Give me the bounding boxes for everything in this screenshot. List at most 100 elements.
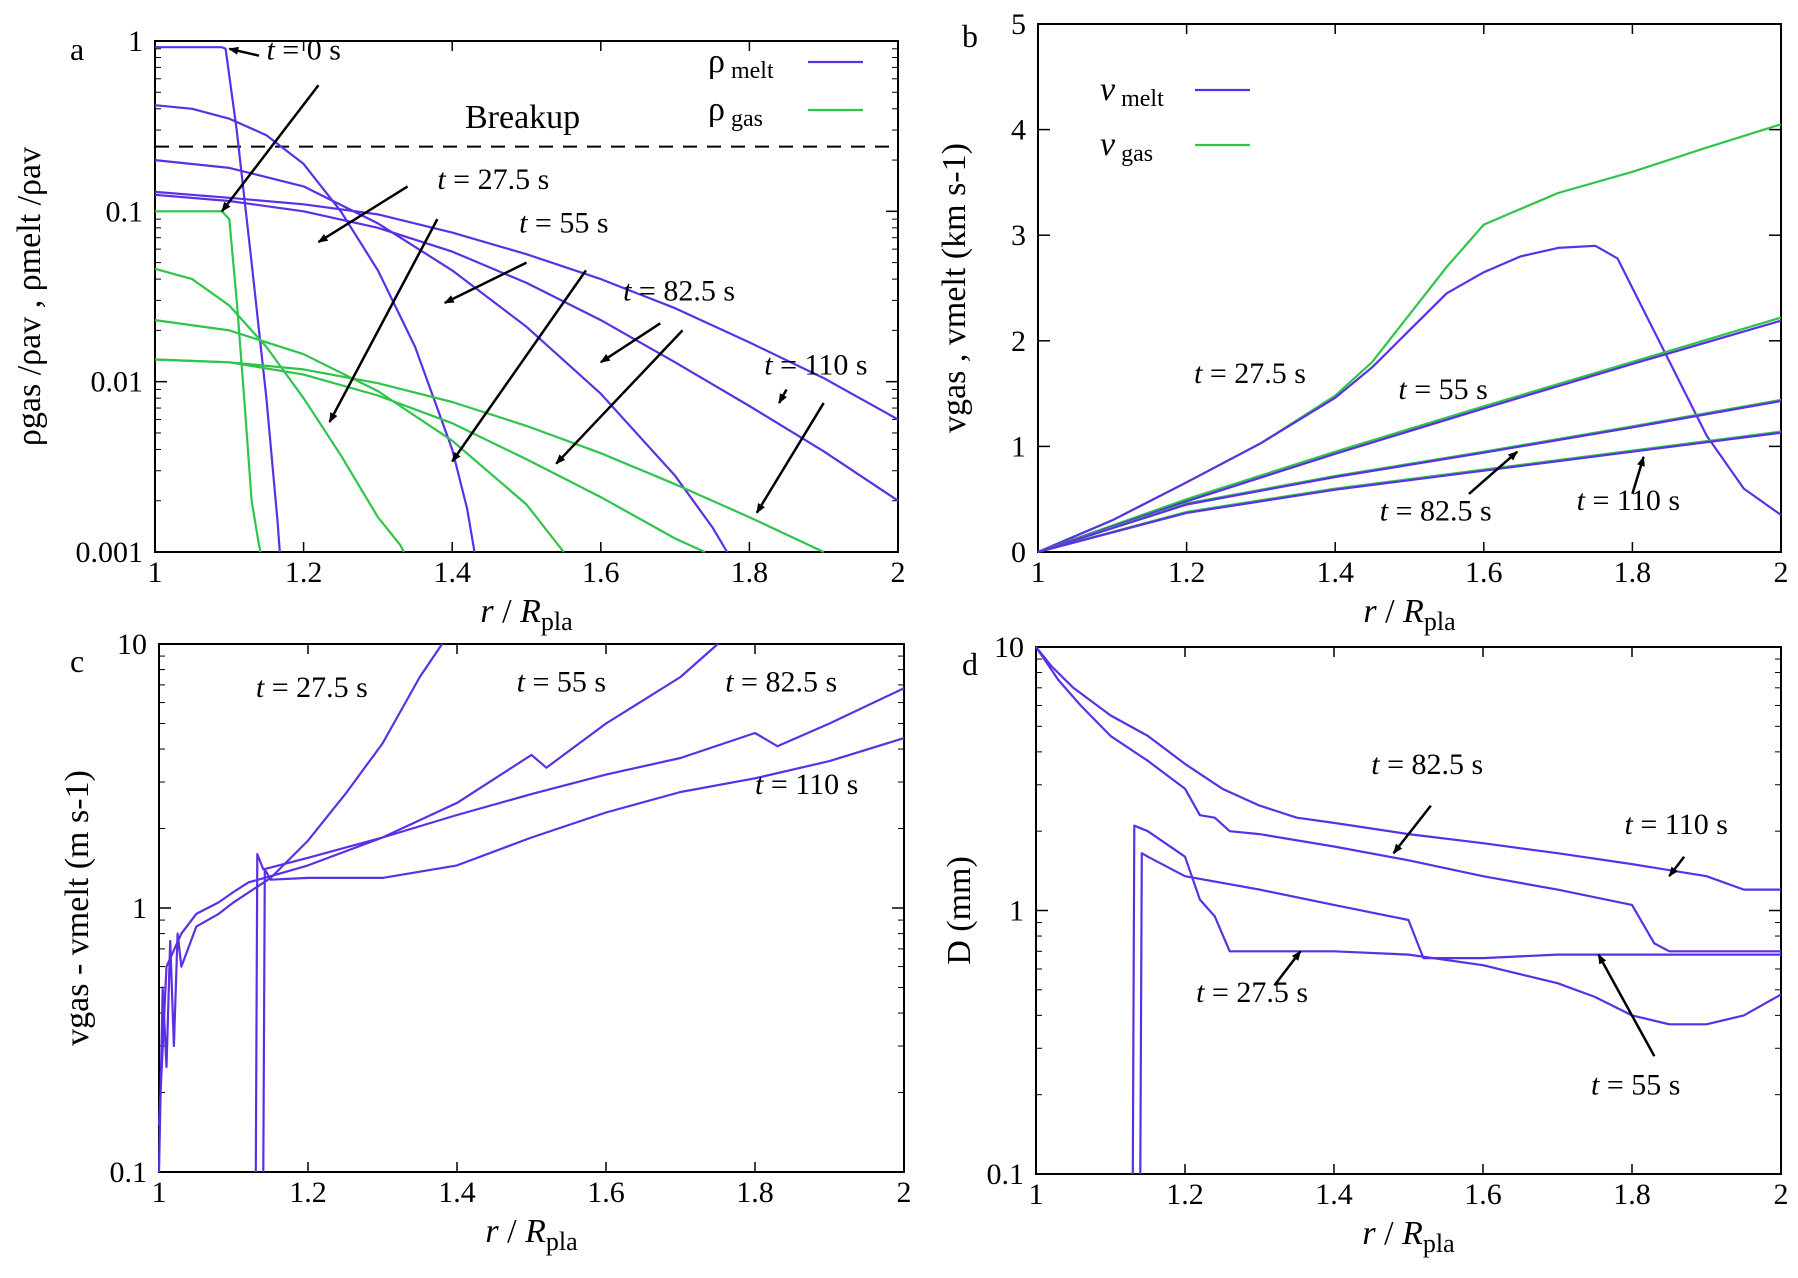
annotation-arrow [778, 388, 788, 404]
annotation-arrow [451, 269, 587, 463]
x-tick-label: 1.6 [1465, 556, 1503, 589]
annotation-arrow [228, 46, 260, 57]
series-line [262, 737, 905, 1173]
annotation: t = 82.5 s [623, 274, 735, 307]
y-tick-label: 1 [128, 25, 143, 58]
x-axis-sub: pla [1424, 607, 1456, 636]
annotation: t = 27.5 s [1194, 357, 1306, 390]
annotation: t = 110 s [1625, 808, 1728, 841]
x-tick-label: 1.4 [1315, 1178, 1353, 1211]
x-axis-sub: pla [1423, 1229, 1455, 1258]
annotation-var: t [1398, 373, 1407, 406]
series-line [1035, 646, 1781, 891]
series-line [1037, 398, 1782, 554]
y-tick-label: 1 [132, 892, 147, 925]
plot-frame [1037, 23, 1782, 553]
annotation-var: t [623, 274, 632, 307]
x-axis-unit: R [524, 1213, 546, 1250]
series-line [154, 104, 476, 553]
x-tick-label: 1.4 [438, 1176, 476, 1209]
annotation-arrow [1631, 456, 1645, 495]
y-tick-label: 10 [994, 631, 1024, 664]
annotation-var: t [517, 666, 526, 699]
y-tick-label: 1 [1009, 895, 1024, 928]
annotation-text: = 82.5 s [631, 274, 735, 307]
series-line [1037, 316, 1782, 554]
y-tick-label: 2 [1011, 325, 1026, 358]
x-axis-sep: / [499, 1213, 525, 1250]
x-axis-var: r [1363, 593, 1377, 630]
series-line [154, 319, 565, 553]
x-tick-label: 1 [148, 556, 163, 589]
y-axis-label: D (mm) [941, 856, 978, 965]
y-axis-label: vgas - vmelt (m s-1) [59, 770, 96, 1046]
annotation: t = 82.5 s [1371, 748, 1483, 781]
annotation-arrow [555, 329, 684, 465]
x-axis-var: r [1362, 1215, 1376, 1252]
legend-label: ρ melt [708, 43, 774, 84]
y-tick-label: 0.1 [110, 1156, 148, 1189]
series-line [1035, 646, 1781, 953]
annotation-text: = 55 s [1407, 373, 1488, 406]
x-tick-label: 2 [1774, 556, 1789, 589]
x-axis-label: r / Rpla [1363, 593, 1456, 636]
annotation-var: t [1380, 494, 1389, 527]
x-axis-unit: R [1401, 1215, 1423, 1252]
annotation-var: t [1591, 1069, 1600, 1102]
annotation: t = 27.5 s [256, 671, 368, 704]
breakup-label: Breakup [465, 99, 580, 136]
annotation-arrow [328, 218, 439, 423]
y-tick-label: 0.1 [106, 195, 144, 228]
annotation: t = 0 s [266, 33, 340, 66]
annotation-text: = 82.5 s [734, 666, 838, 699]
x-tick-label: 1.6 [587, 1176, 625, 1209]
series-line [154, 159, 729, 553]
annotation-arrow [1597, 953, 1656, 1057]
x-tick-label: 1.2 [1166, 1178, 1204, 1211]
series-line [254, 687, 905, 1173]
x-axis-sep: / [1377, 593, 1403, 630]
annotation-var: t [1371, 748, 1380, 781]
y-tick-label: 0.001 [76, 536, 144, 569]
annotation: t = 27.5 s [437, 163, 549, 196]
annotation-text: = 27.5 s [264, 671, 368, 704]
annotation-var: t [519, 207, 528, 240]
legend-sub: melt [1121, 86, 1164, 112]
x-axis-unit: R [519, 593, 541, 630]
annotation-text: = 27.5 s [1205, 976, 1309, 1009]
x-tick-label: 1.4 [433, 556, 471, 589]
series-line [1037, 399, 1782, 554]
annotation: t = 110 s [755, 768, 858, 801]
y-tick-label: 10 [117, 628, 147, 661]
annotation-text: = 55 s [1599, 1069, 1680, 1102]
x-tick-label: 1.8 [1614, 556, 1652, 589]
annotation: t = 55 s [517, 666, 606, 699]
legend-sub: gas [731, 106, 763, 132]
annotation-text: = 110 s [773, 349, 868, 382]
x-axis-label: r / Rpla [1362, 1215, 1455, 1258]
x-axis-sep: / [1376, 1215, 1402, 1252]
panel-letter: b [962, 18, 978, 54]
y-axis-label: ρgas /ρav , ρmelt /ρav [11, 147, 48, 446]
annotation: t = 82.5 s [725, 666, 837, 699]
annotation-arrow [755, 402, 825, 514]
annotation: t = 110 s [1577, 484, 1680, 517]
series-line [1037, 244, 1782, 554]
panel-letter: d [962, 646, 978, 682]
x-tick-label: 1 [1029, 1178, 1044, 1211]
annotation-var: t [755, 768, 764, 801]
x-axis-sep: / [494, 593, 520, 630]
annotation: t = 110 s [764, 349, 867, 382]
annotation-text: = 55 s [525, 666, 606, 699]
annotation-arrow [317, 185, 409, 244]
legend-label: v gas [1100, 126, 1153, 167]
annotation-text: = 27.5 s [1202, 357, 1306, 390]
plot-frame [154, 40, 899, 553]
annotation-var: t [1577, 484, 1586, 517]
annotation-arrow [1668, 855, 1686, 877]
annotation-arrow [1468, 450, 1519, 495]
series-line [1131, 824, 1782, 1175]
